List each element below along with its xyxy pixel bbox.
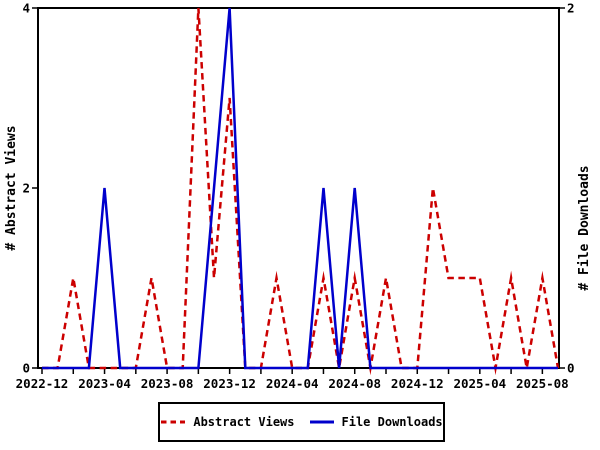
- right-axis-tick-label: 2: [567, 1, 575, 16]
- legend: Abstract Views File Downloads: [158, 402, 445, 442]
- x-axis-tick-label: 2024-04: [266, 376, 319, 391]
- x-axis-tick-label: 2024-12: [391, 376, 444, 391]
- series-line-file-downloads: [42, 7, 558, 370]
- x-axis-tick-label: 2023-12: [203, 376, 256, 391]
- legend-item-abstract-views: Abstract Views: [160, 415, 295, 429]
- x-axis-tick-label: 2025-04: [453, 376, 506, 391]
- left-axis-tick-label: 4: [22, 1, 30, 16]
- abstract-views-line-sample: [161, 420, 186, 424]
- file-downloads-line-sample: [309, 420, 334, 424]
- left-axis-title: # Abstract Views: [4, 125, 19, 250]
- x-axis-tick-label: 2023-08: [141, 376, 194, 391]
- x-axis-tick-label: 2023-04: [78, 376, 131, 391]
- left-axis-tick-label: 2: [22, 181, 30, 196]
- x-axis-tick-label: 2024-08: [328, 376, 381, 391]
- legend-label-file-downloads: File Downloads: [341, 415, 443, 429]
- series-line-abstract-views: [42, 7, 560, 376]
- x-axis-tick-label: 2022-12: [16, 376, 69, 391]
- left-axis-tick-label: 0: [22, 361, 30, 376]
- legend-label-abstract-views: Abstract Views: [193, 415, 295, 429]
- right-axis-title: # File Downloads: [577, 165, 592, 290]
- legend-item-file-downloads: File Downloads: [309, 415, 443, 429]
- right-axis-tick-label: 0: [567, 361, 575, 376]
- x-axis-tick-label: 2025-08: [516, 376, 569, 391]
